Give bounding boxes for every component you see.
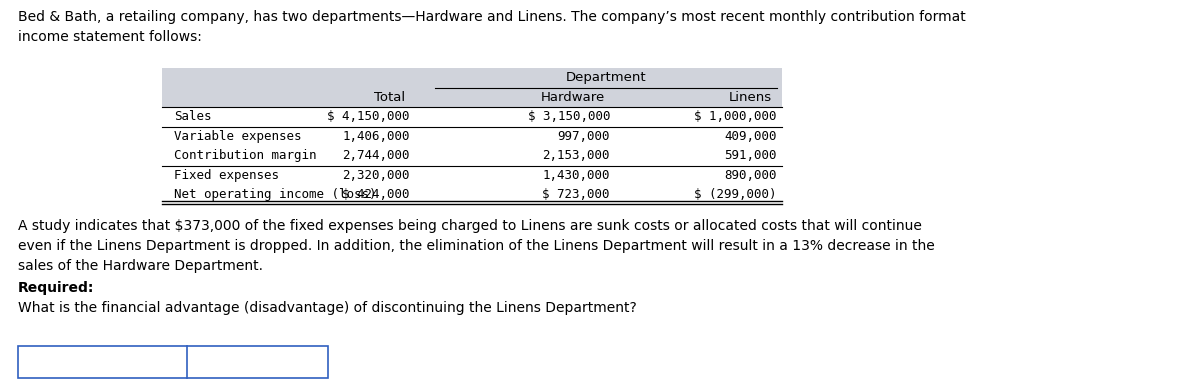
Text: Department: Department	[565, 71, 647, 84]
Text: $ (299,000): $ (299,000)	[695, 188, 778, 201]
Text: Sales: Sales	[174, 110, 211, 123]
Text: A study indicates that $373,000 of the fixed expenses being charged to Linens ar: A study indicates that $373,000 of the f…	[18, 219, 935, 273]
Text: 890,000: 890,000	[725, 169, 778, 182]
Text: 591,000: 591,000	[725, 149, 778, 162]
Text: $ 1,000,000: $ 1,000,000	[695, 110, 778, 123]
Text: $ 4,150,000: $ 4,150,000	[328, 110, 410, 123]
Text: Hardware: Hardware	[541, 91, 605, 104]
Text: Bed & Bath, a retailing company, has two departments—Hardware and Linens. The co: Bed & Bath, a retailing company, has two…	[18, 10, 966, 44]
Text: 1,406,000: 1,406,000	[342, 130, 410, 143]
Text: 2,320,000: 2,320,000	[342, 169, 410, 182]
Text: $ 424,000: $ 424,000	[342, 188, 410, 201]
Text: Total: Total	[374, 91, 406, 104]
Text: 2,153,000: 2,153,000	[542, 149, 610, 162]
Text: Contribution margin: Contribution margin	[174, 149, 317, 162]
Text: 997,000: 997,000	[558, 130, 610, 143]
Text: $ 3,150,000: $ 3,150,000	[528, 110, 610, 123]
Text: Net operating income (loss): Net operating income (loss)	[174, 188, 377, 201]
Text: $ 723,000: $ 723,000	[542, 188, 610, 201]
Text: Variable expenses: Variable expenses	[174, 130, 301, 143]
Text: 1,430,000: 1,430,000	[542, 169, 610, 182]
Text: Linens: Linens	[728, 91, 772, 104]
Text: 409,000: 409,000	[725, 130, 778, 143]
Text: What is the financial advantage (disadvantage) of discontinuing the Linens Depar: What is the financial advantage (disadva…	[18, 301, 637, 314]
Bar	[18, 346, 328, 378]
Bar	[162, 68, 782, 107]
Text: Fixed expenses: Fixed expenses	[174, 169, 278, 182]
Text: 2,744,000: 2,744,000	[342, 149, 410, 162]
Text: Required:: Required:	[18, 280, 95, 295]
